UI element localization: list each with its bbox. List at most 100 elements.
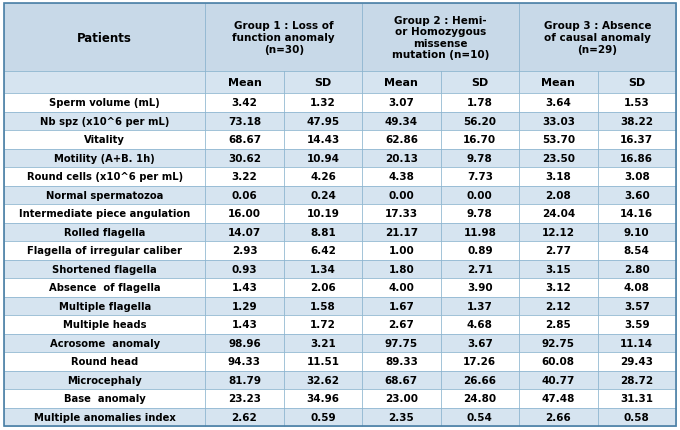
Bar — [441, 334, 519, 352]
Text: 2.62: 2.62 — [232, 412, 257, 422]
Bar — [519, 352, 598, 371]
Text: Nb spz (x10^6 per mL): Nb spz (x10^6 per mL) — [40, 117, 169, 126]
Text: 0.93: 0.93 — [232, 264, 257, 274]
Text: 4.00: 4.00 — [388, 283, 414, 292]
Bar — [4, 389, 205, 408]
Text: 12.12: 12.12 — [542, 227, 575, 237]
Bar — [441, 72, 519, 94]
Text: 2.77: 2.77 — [545, 246, 571, 256]
Text: SD: SD — [471, 78, 488, 88]
Text: Rolled flagella: Rolled flagella — [64, 227, 146, 237]
Bar — [519, 334, 598, 352]
Bar — [205, 352, 284, 371]
Text: 89.33: 89.33 — [385, 356, 418, 366]
Bar — [284, 149, 362, 168]
Bar — [205, 205, 284, 223]
Text: 98.96: 98.96 — [228, 338, 261, 348]
Text: 4.08: 4.08 — [624, 283, 649, 292]
Bar — [205, 334, 284, 352]
Bar — [598, 186, 676, 205]
Bar — [284, 168, 362, 186]
Bar — [4, 371, 205, 389]
Text: 68.67: 68.67 — [228, 135, 261, 145]
Bar — [362, 94, 441, 112]
Bar — [519, 186, 598, 205]
Bar — [519, 72, 598, 94]
Bar — [205, 315, 284, 334]
Bar — [4, 315, 205, 334]
Text: 1.43: 1.43 — [232, 283, 258, 292]
Text: Multiple heads: Multiple heads — [63, 319, 146, 329]
Text: 2.12: 2.12 — [545, 301, 571, 311]
Text: Round cells (x10^6 per mL): Round cells (x10^6 per mL) — [27, 172, 183, 182]
Text: 73.18: 73.18 — [228, 117, 261, 126]
Bar — [362, 131, 441, 149]
Bar — [4, 278, 205, 297]
Text: 2.67: 2.67 — [388, 319, 414, 329]
Text: SD: SD — [628, 78, 645, 88]
Bar — [4, 72, 205, 94]
Bar — [441, 241, 519, 260]
Bar — [205, 389, 284, 408]
Bar — [598, 278, 676, 297]
Bar — [519, 315, 598, 334]
Text: 24.04: 24.04 — [542, 209, 575, 219]
Text: 4.38: 4.38 — [388, 172, 414, 182]
Bar — [362, 278, 441, 297]
Bar — [4, 241, 205, 260]
Bar — [441, 168, 519, 186]
Bar — [519, 94, 598, 112]
Bar — [441, 94, 519, 112]
Bar — [4, 112, 205, 131]
Text: Intermediate piece angulation: Intermediate piece angulation — [19, 209, 190, 219]
Text: 0.24: 0.24 — [310, 190, 336, 200]
Bar — [362, 315, 441, 334]
Bar — [284, 315, 362, 334]
Text: 23.23: 23.23 — [228, 393, 261, 403]
Bar — [284, 389, 362, 408]
Bar — [4, 408, 205, 426]
Text: 1.67: 1.67 — [388, 301, 414, 311]
Bar — [284, 223, 362, 241]
Bar — [284, 334, 362, 352]
Bar — [598, 131, 676, 149]
Bar — [598, 315, 676, 334]
Bar — [284, 278, 362, 297]
Text: 2.85: 2.85 — [545, 319, 571, 329]
Text: Group 1 : Loss of
function anomaly
(n=30): Group 1 : Loss of function anomaly (n=30… — [233, 22, 335, 55]
Text: 3.67: 3.67 — [467, 338, 493, 348]
Text: 4.26: 4.26 — [310, 172, 336, 182]
Text: 16.70: 16.70 — [463, 135, 496, 145]
Text: Absence  of flagella: Absence of flagella — [49, 283, 160, 292]
Text: 3.90: 3.90 — [467, 283, 493, 292]
Text: Base  anomaly: Base anomaly — [64, 393, 146, 403]
Bar — [362, 371, 441, 389]
Text: 28.72: 28.72 — [620, 375, 653, 385]
Text: 16.00: 16.00 — [228, 209, 261, 219]
Text: 3.64: 3.64 — [545, 98, 571, 108]
Bar — [362, 112, 441, 131]
Text: SD: SD — [314, 78, 332, 88]
Text: 1.80: 1.80 — [388, 264, 414, 274]
Text: 14.16: 14.16 — [620, 209, 653, 219]
Text: 33.03: 33.03 — [542, 117, 575, 126]
Text: Patients: Patients — [78, 31, 132, 44]
Bar — [284, 94, 362, 112]
Text: 3.60: 3.60 — [624, 190, 649, 200]
Text: 3.57: 3.57 — [624, 301, 649, 311]
Bar — [4, 4, 205, 72]
Bar — [284, 131, 362, 149]
Bar — [362, 408, 441, 426]
Bar — [598, 260, 676, 278]
Text: 2.06: 2.06 — [310, 283, 336, 292]
Text: 1.58: 1.58 — [310, 301, 336, 311]
Text: Microcephaly: Microcephaly — [67, 375, 142, 385]
Text: 0.54: 0.54 — [467, 412, 493, 422]
Text: 24.80: 24.80 — [463, 393, 496, 403]
Bar — [4, 149, 205, 168]
Bar — [362, 241, 441, 260]
Text: 10.94: 10.94 — [307, 154, 339, 163]
Bar — [284, 241, 362, 260]
Bar — [441, 389, 519, 408]
Text: 9.10: 9.10 — [624, 227, 649, 237]
